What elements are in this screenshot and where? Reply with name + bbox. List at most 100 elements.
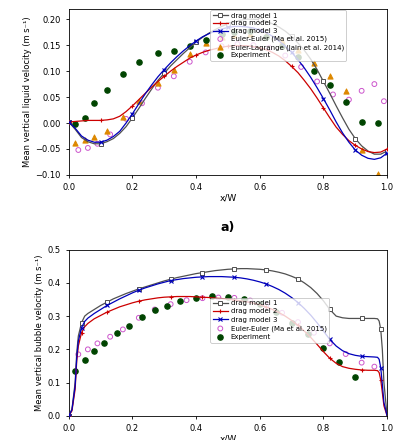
Euler-Euler (Ma et al. 2015) bbox=[263, 302, 269, 309]
Experiment bbox=[91, 100, 97, 107]
drag model 3 bbox=[162, 67, 167, 72]
Experiment bbox=[209, 293, 215, 300]
Euler-Lagrange (Jain et al. 2014) bbox=[343, 87, 349, 94]
Euler-Lagrange (Jain et al. 2014) bbox=[104, 127, 110, 134]
Experiment bbox=[202, 37, 209, 44]
Experiment bbox=[139, 313, 145, 320]
drag model 3 bbox=[302, 66, 307, 71]
drag model 1 bbox=[245, 17, 250, 22]
drag model 3 bbox=[238, 275, 243, 281]
Euler-Euler (Ma et al. 2015) bbox=[295, 319, 301, 326]
drag model 3 bbox=[206, 274, 211, 279]
drag model 3 bbox=[372, 157, 377, 162]
drag model 1 bbox=[162, 70, 167, 76]
Experiment bbox=[327, 81, 333, 88]
drag model 1 bbox=[238, 266, 243, 271]
drag model 3 bbox=[136, 101, 141, 106]
Euler-Lagrange (Jain et al. 2014) bbox=[120, 113, 126, 120]
Euler-Lagrange (Jain et al. 2014) bbox=[72, 139, 78, 146]
Y-axis label: Mean vertical liquid velocity (m s⁻¹): Mean vertical liquid velocity (m s⁻¹) bbox=[23, 17, 32, 167]
Experiment bbox=[375, 120, 381, 127]
Experiment bbox=[320, 344, 327, 351]
Experiment bbox=[225, 293, 231, 301]
Euler-Euler (Ma et al. 2015) bbox=[199, 295, 206, 302]
drag model 1 bbox=[315, 291, 320, 296]
Euler-Euler (Ma et al. 2015) bbox=[155, 84, 161, 91]
drag model 2 bbox=[232, 43, 237, 48]
Experiment bbox=[295, 53, 301, 60]
drag model 2 bbox=[315, 342, 320, 347]
Legend: drag model 1, drag model 2, drag model 3, Euler-Euler (Ma et al. 2015), Experime: drag model 1, drag model 2, drag model 3… bbox=[210, 297, 329, 343]
Euler-Lagrange (Jain et al. 2014) bbox=[263, 31, 269, 38]
drag model 1 bbox=[378, 151, 383, 157]
Euler-Euler (Ma et al. 2015) bbox=[187, 58, 193, 65]
Euler-Lagrange (Jain et al. 2014) bbox=[311, 59, 317, 66]
Experiment bbox=[273, 308, 279, 315]
Euler-Lagrange (Jain et al. 2014) bbox=[247, 30, 253, 37]
Euler-Euler (Ma et al. 2015) bbox=[343, 351, 349, 358]
Experiment bbox=[171, 48, 177, 55]
drag model 1 bbox=[168, 63, 173, 69]
Experiment bbox=[72, 367, 78, 374]
Euler-Lagrange (Jain et al. 2014) bbox=[155, 79, 161, 86]
Experiment bbox=[193, 294, 199, 301]
Experiment bbox=[257, 301, 263, 308]
Euler-Euler (Ma et al. 2015) bbox=[94, 140, 101, 147]
Experiment bbox=[126, 323, 132, 330]
Experiment bbox=[82, 356, 88, 363]
drag model 1 bbox=[302, 48, 307, 53]
Euler-Euler (Ma et al. 2015) bbox=[167, 301, 174, 308]
Euler-Lagrange (Jain et al. 2014) bbox=[327, 73, 333, 80]
drag model 1 bbox=[385, 413, 389, 418]
Experiment bbox=[177, 297, 183, 304]
drag model 2 bbox=[66, 413, 71, 418]
drag model 3 bbox=[73, 383, 77, 389]
Experiment bbox=[311, 68, 317, 75]
drag model 2 bbox=[385, 147, 389, 152]
Experiment bbox=[219, 30, 225, 37]
Euler-Euler (Ma et al. 2015) bbox=[381, 98, 387, 105]
Euler-Lagrange (Jain et al. 2014) bbox=[91, 133, 97, 140]
drag model 3 bbox=[378, 155, 383, 161]
drag model 2 bbox=[162, 73, 167, 79]
Euler-Euler (Ma et al. 2015) bbox=[75, 351, 81, 358]
Y-axis label: Mean vertical bubble velocity (m s⁻¹): Mean vertical bubble velocity (m s⁻¹) bbox=[35, 254, 44, 411]
Experiment bbox=[352, 373, 358, 380]
Line: drag model 3: drag model 3 bbox=[66, 274, 389, 418]
Euler-Euler (Ma et al. 2015) bbox=[152, 306, 158, 313]
Euler-Lagrange (Jain et al. 2014) bbox=[219, 34, 225, 41]
Euler-Euler (Ma et al. 2015) bbox=[234, 40, 241, 48]
Euler-Euler (Ma et al. 2015) bbox=[215, 294, 222, 301]
Euler-Euler (Ma et al. 2015) bbox=[266, 44, 272, 51]
Experiment bbox=[358, 118, 365, 125]
Euler-Euler (Ma et al. 2015) bbox=[107, 333, 113, 340]
drag model 1 bbox=[73, 380, 77, 385]
Euler-Euler (Ma et al. 2015) bbox=[247, 297, 253, 304]
Euler-Lagrange (Jain et al. 2014) bbox=[375, 170, 381, 177]
Euler-Lagrange (Jain et al. 2014) bbox=[358, 147, 365, 154]
drag model 1 bbox=[385, 148, 389, 154]
drag model 2 bbox=[83, 324, 87, 330]
drag model 1 bbox=[98, 303, 103, 308]
drag model 1 bbox=[372, 151, 377, 157]
drag model 3 bbox=[315, 320, 320, 326]
drag model 2 bbox=[302, 78, 307, 83]
Euler-Euler (Ma et al. 2015) bbox=[330, 91, 336, 98]
Experiment bbox=[152, 307, 158, 314]
Experiment bbox=[336, 359, 343, 366]
Euler-Lagrange (Jain et al. 2014) bbox=[231, 31, 237, 38]
Euler-Euler (Ma et al. 2015) bbox=[171, 73, 177, 80]
X-axis label: x/W: x/W bbox=[219, 194, 237, 203]
drag model 3 bbox=[232, 24, 237, 29]
drag model 1 bbox=[136, 286, 141, 292]
Euler-Euler (Ma et al. 2015) bbox=[184, 297, 190, 304]
Euler-Euler (Ma et al. 2015) bbox=[85, 346, 91, 353]
drag model 3 bbox=[66, 413, 71, 418]
Experiment bbox=[120, 71, 126, 78]
Euler-Euler (Ma et al. 2015) bbox=[85, 144, 91, 151]
Text: a): a) bbox=[221, 221, 235, 235]
drag model 2 bbox=[136, 298, 141, 304]
Euler-Euler (Ma et al. 2015) bbox=[371, 363, 378, 370]
Experiment bbox=[288, 319, 295, 326]
Experiment bbox=[113, 330, 119, 337]
